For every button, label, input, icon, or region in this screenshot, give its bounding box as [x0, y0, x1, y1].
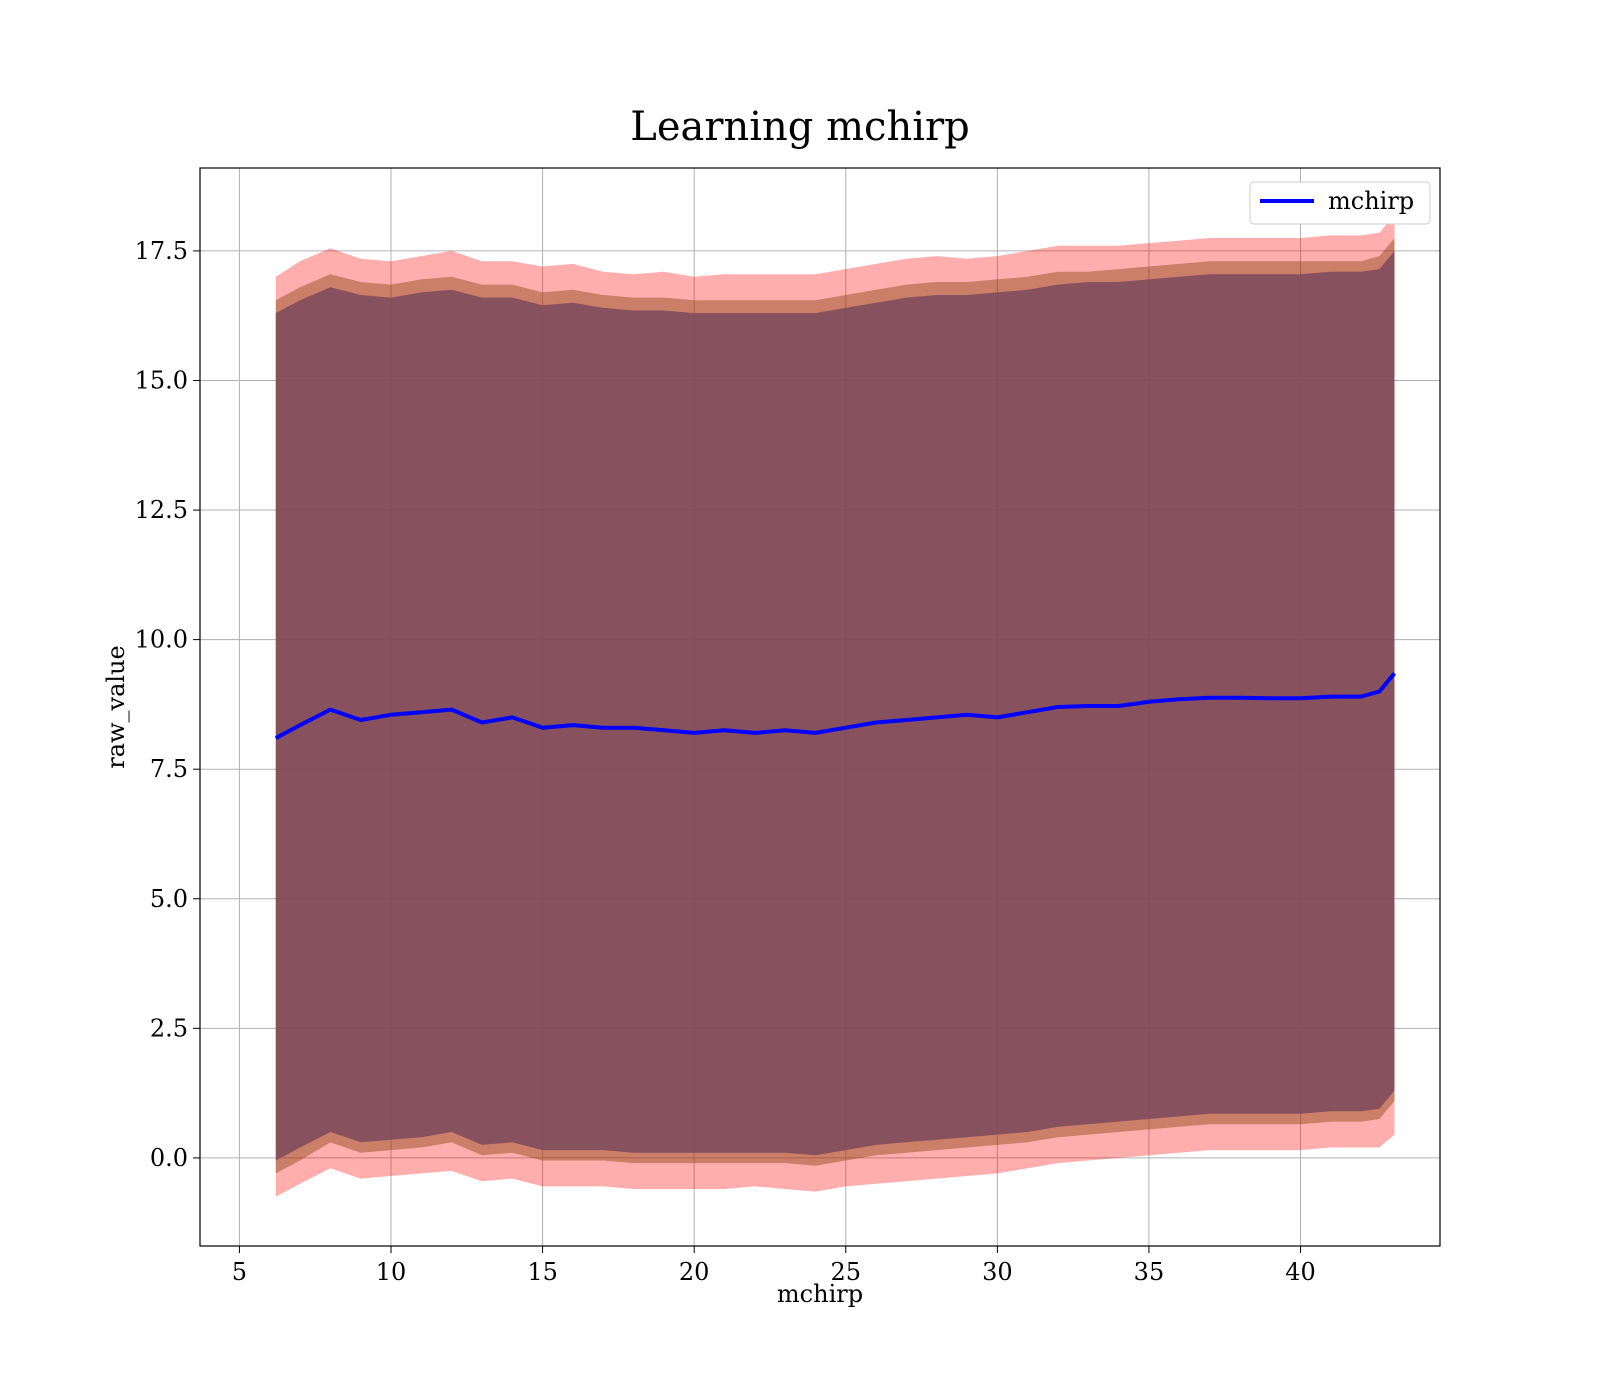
y-tick-label: 0.0: [150, 1144, 188, 1172]
x-tick-label: 15: [527, 1258, 558, 1286]
plot-frame: [199, 167, 1441, 1247]
chart-title: Learning mchirp: [630, 104, 969, 150]
x-axis-label: mchirp: [777, 1280, 863, 1308]
legend-box: [1249, 181, 1431, 225]
y-tick-label: 17.5: [135, 237, 188, 265]
x-tick-label: 30: [982, 1258, 1013, 1286]
series-lines: [274, 672, 1397, 740]
x-tick-label: 40: [1285, 1258, 1316, 1286]
confidence-bands: [275, 214, 1395, 1197]
legend: mchirp: [1249, 181, 1431, 225]
y-axis-ticks: 0.0 2.5 5.0 7.5 10.0 12.5 15.0 17.5: [135, 237, 200, 1172]
y-tick-label: 7.5: [150, 755, 188, 783]
confidence-band-3: [275, 250, 1395, 1161]
x-axis-ticks: 5 10 15 20 25 30 35 40: [232, 1246, 1316, 1286]
x-tick-label: 5: [232, 1258, 247, 1286]
y-tick-label: 12.5: [135, 496, 188, 524]
y-axis-label: raw_value: [102, 645, 130, 769]
x-tick-label: 35: [1134, 1258, 1165, 1286]
legend-label-mchirp: mchirp: [1328, 187, 1414, 215]
x-tick-label: 25: [830, 1258, 861, 1286]
y-tick-label: 15.0: [135, 366, 188, 394]
y-tick-label: 10.0: [135, 626, 188, 654]
y-tick-label: 5.0: [150, 885, 188, 913]
x-tick-label: 20: [679, 1258, 710, 1286]
y-tick-label: 2.5: [150, 1014, 188, 1042]
series-line-mchirp: [274, 672, 1397, 740]
x-tick-label: 10: [376, 1258, 407, 1286]
